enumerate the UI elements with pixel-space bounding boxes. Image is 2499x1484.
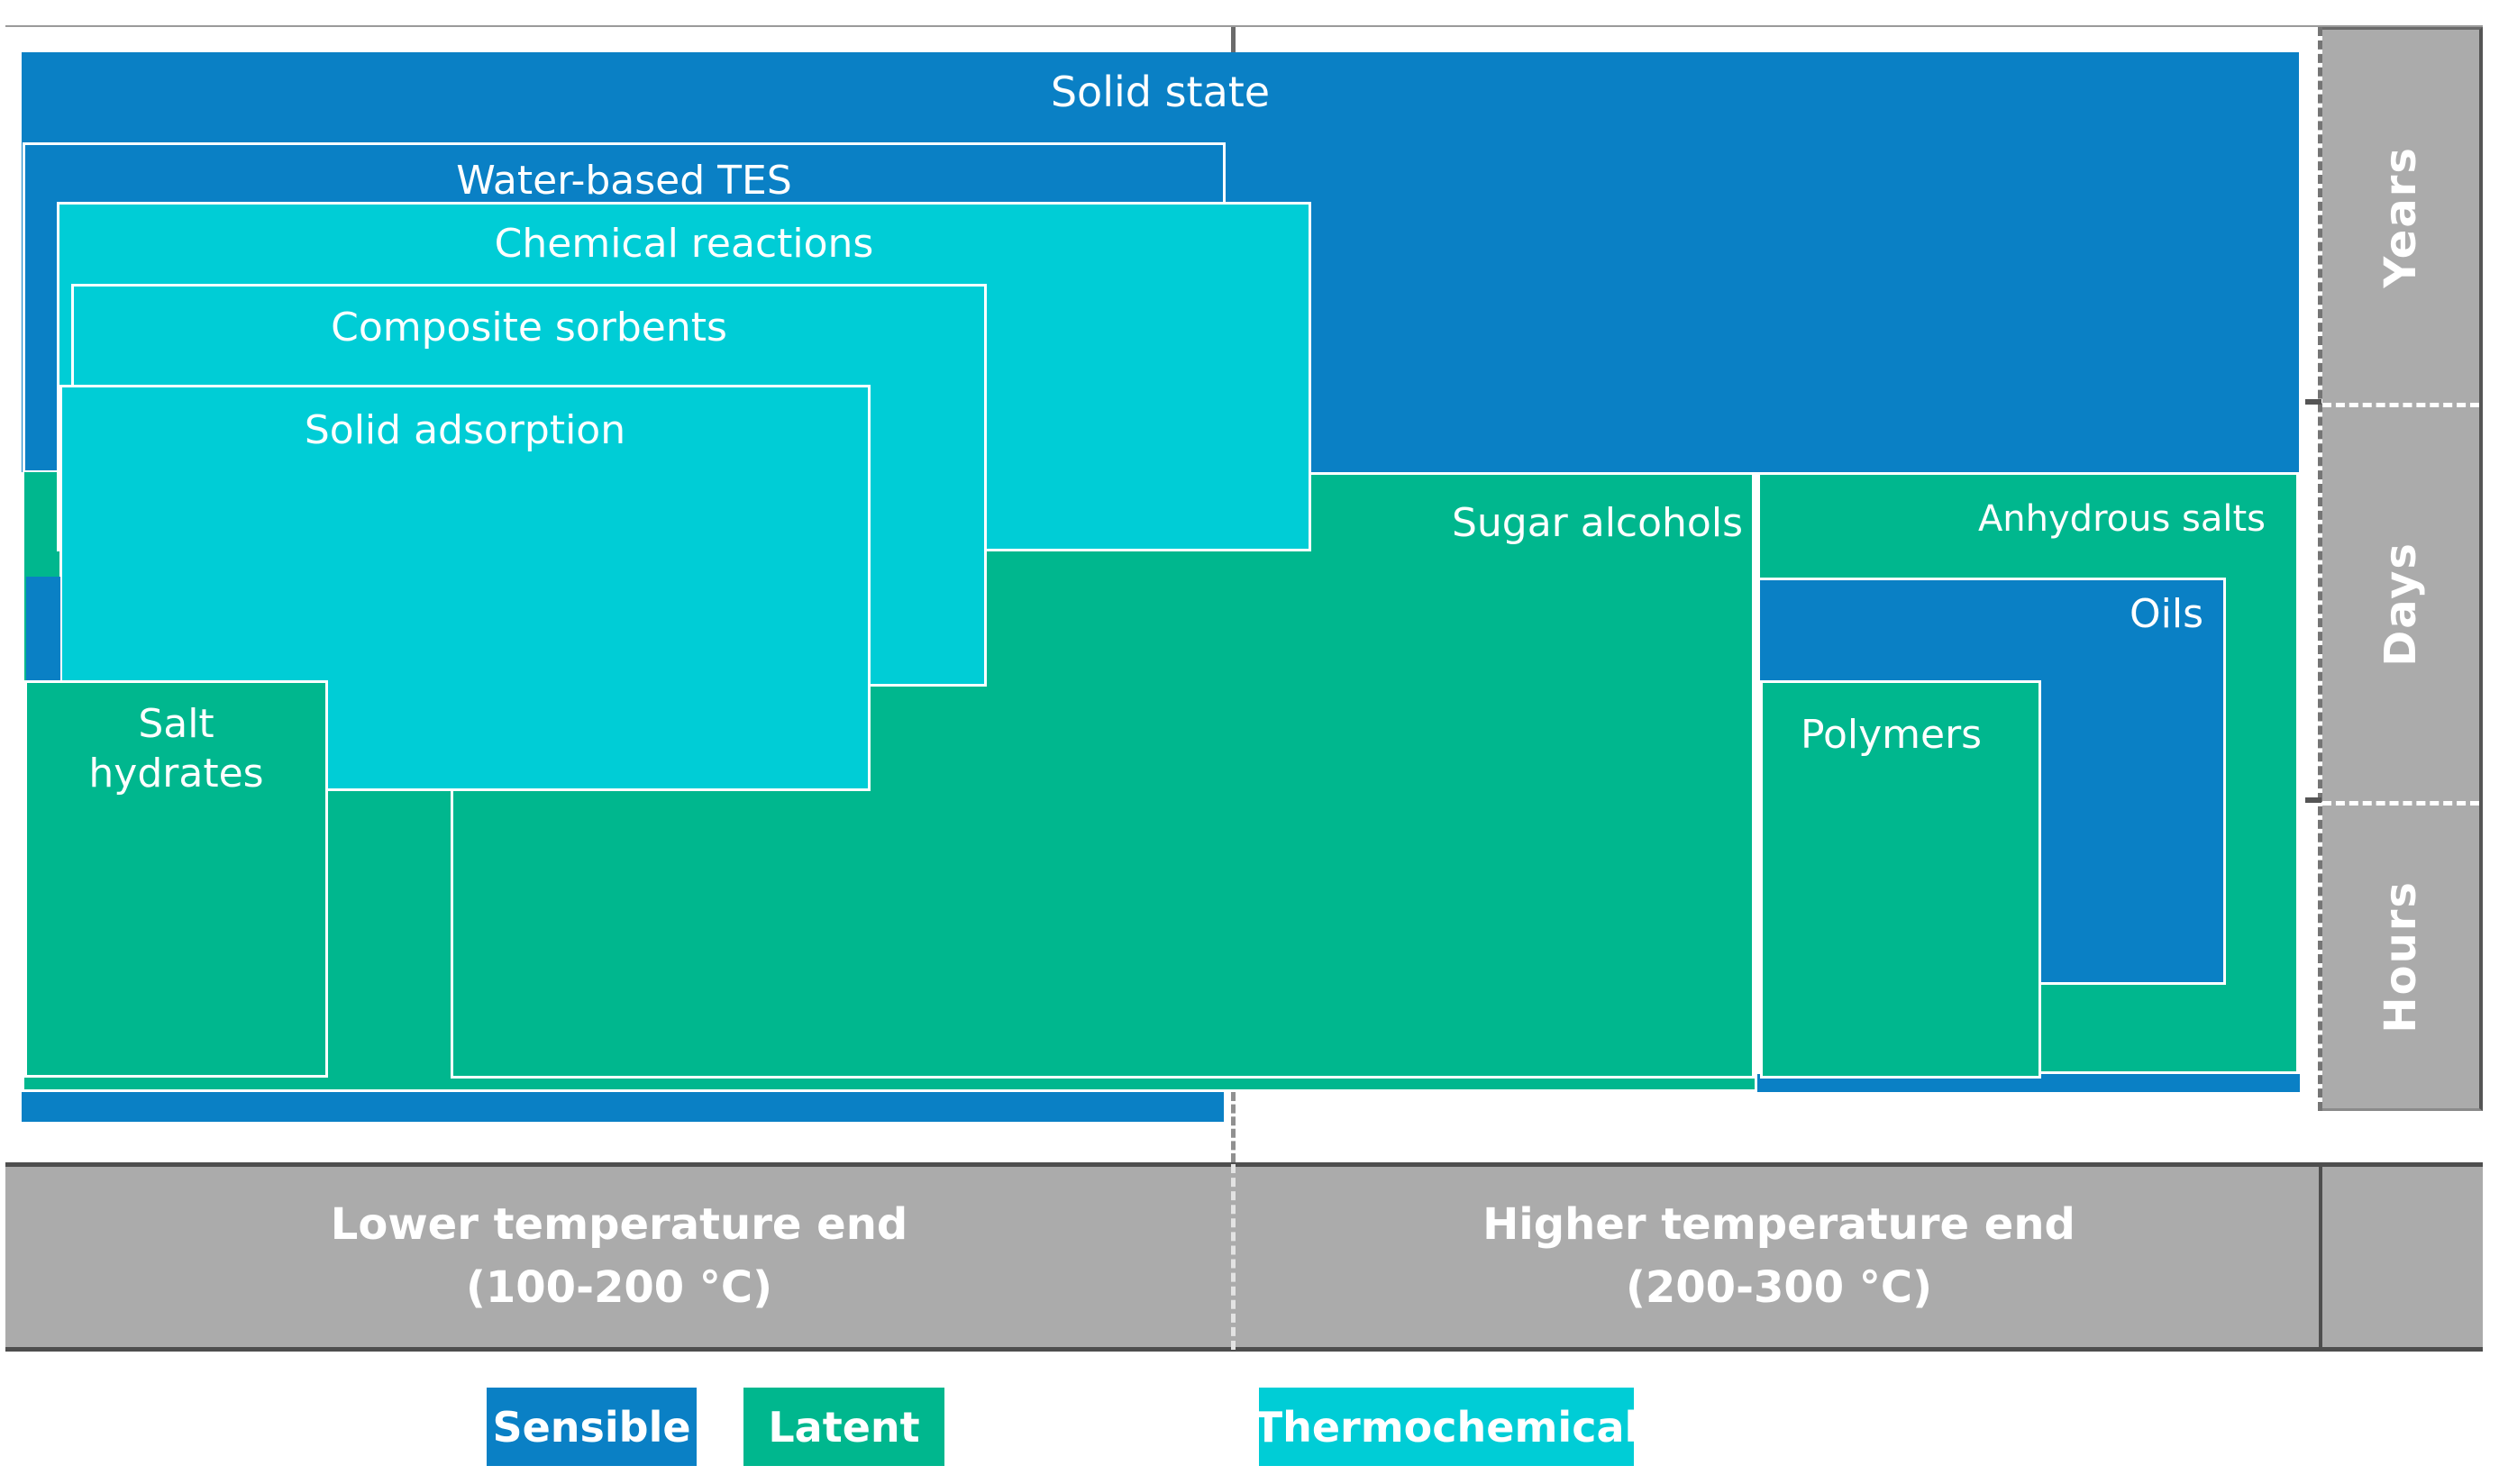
years-days-tick: [2305, 399, 2321, 405]
temperature-divider-tick: [1231, 27, 1236, 52]
box-sensible-strip-bottom: [22, 1092, 1224, 1122]
temperature-cell-lower: Lower temperature end (100-200 °C): [5, 1167, 1233, 1347]
duration-section-hours: Hours: [2322, 803, 2479, 1111]
legend-item-thermochemical: Thermochemical: [1254, 1388, 1638, 1466]
lower-temperature-line2: (100-200 °C): [465, 1262, 773, 1313]
box-sensible-notch-left: [26, 577, 60, 682]
box-salt-hydrates: Salt hydrates: [24, 680, 328, 1078]
box-water-based-tes-label: Water-based TES: [456, 158, 792, 204]
legend-item-sensible: Sensible: [487, 1388, 697, 1466]
temperature-axis-bar: Lower temperature end (100-200 °C) Highe…: [5, 1162, 2483, 1352]
years-days-separator: [2322, 403, 2479, 407]
days-hours-separator: [2322, 801, 2479, 806]
duration-section-years: Years: [2322, 30, 2479, 405]
legend-label-thermochemical: Thermochemical: [1254, 1402, 1639, 1452]
box-composite-sorbents-label: Composite sorbents: [331, 305, 727, 351]
duration-label-years: Years: [2376, 146, 2426, 288]
legend-item-latent: Latent: [743, 1388, 944, 1466]
duration-section-days: Days: [2322, 405, 2479, 803]
box-sensible-strip-right: [1757, 1074, 2300, 1092]
box-sugar-alcohols-label: Sugar alcohols: [1451, 500, 1743, 546]
box-salt-hydrates-label: Salt hydrates: [88, 701, 264, 797]
temperature-divider-dashed-line-bar: [1231, 1164, 1236, 1350]
box-solid-state-label: Solid state: [1050, 68, 1271, 116]
box-oils-label: Oils: [2129, 591, 2203, 637]
box-anhydrous-salts-label: Anhydrous salts: [1977, 498, 2266, 540]
temperature-bar-right-divider: [2319, 1167, 2322, 1347]
duration-label-hours: Hours: [2376, 880, 2426, 1033]
box-polymers: Polymers: [1760, 680, 2041, 1079]
temperature-cell-higher: Higher temperature end (200-300 °C): [1233, 1167, 2325, 1347]
box-solid-adsorption-label: Solid adsorption: [304, 407, 626, 453]
temperature-divider-dashed-line: [1231, 1092, 1236, 1162]
duration-label-days: Days: [2376, 541, 2426, 667]
days-hours-tick: [2305, 797, 2321, 803]
duration-axis-dashed-edge: [2318, 27, 2322, 1111]
legend-label-latent: Latent: [768, 1402, 920, 1452]
box-chemical-reactions-label: Chemical reactions: [494, 221, 874, 267]
duration-axis-bar: Years Days Hours: [2322, 27, 2483, 1111]
lower-temperature-line1: Lower temperature end: [330, 1199, 908, 1251]
box-polymers-label: Polymers: [1801, 712, 1983, 758]
legend-label-sensible: Sensible: [492, 1402, 691, 1452]
higher-temperature-line1: Higher temperature end: [1482, 1199, 2075, 1251]
higher-temperature-line2: (200-300 °C): [1625, 1262, 1933, 1313]
top-hairline: [5, 25, 2483, 27]
